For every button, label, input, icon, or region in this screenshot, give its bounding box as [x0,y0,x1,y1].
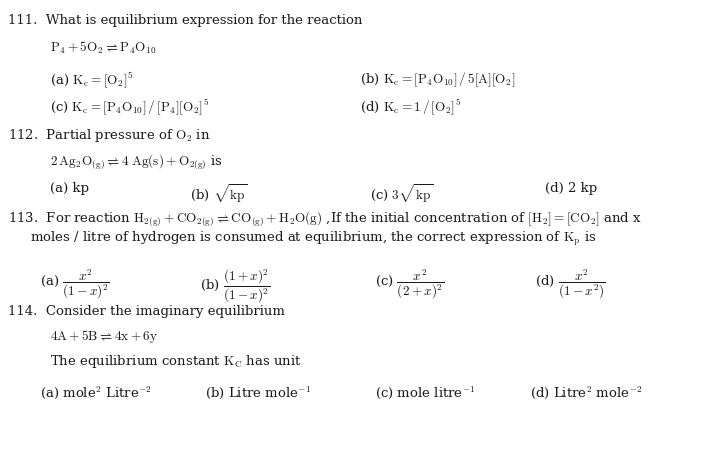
Text: 114.  Consider the imaginary equilibrium: 114. Consider the imaginary equilibrium [8,305,285,318]
Text: $\mathrm{P_4 +5O_2 \rightleftharpoons P_4O_{10}}$: $\mathrm{P_4 +5O_2 \rightleftharpoons P_… [50,40,157,57]
Text: The equilibrium constant $\mathrm{K_C}$ has unit: The equilibrium constant $\mathrm{K_C}$ … [50,353,302,370]
Text: (d) 2 kp: (d) 2 kp [545,182,597,195]
Text: (b) $\dfrac{(1+x)^2}{(1-x)^2}$: (b) $\dfrac{(1+x)^2}{(1-x)^2}$ [200,267,270,304]
Text: $\mathrm{2\,Ag_2O_{(g)} \rightleftharpoons 4\;Ag(s)+O_{2(g)}}$ is: $\mathrm{2\,Ag_2O_{(g)} \rightleftharpoo… [50,153,223,171]
Text: (c) $\dfrac{x^2}{(2+x)^2}$: (c) $\dfrac{x^2}{(2+x)^2}$ [375,267,444,301]
Text: (a) kp: (a) kp [50,182,89,195]
Text: (c) $\mathrm{K_c =[P_4O_{10}]\,/\,[P_4][O_2]^5}$: (c) $\mathrm{K_c =[P_4O_{10}]\,/\,[P_4][… [50,97,209,117]
Text: (c) mole litre$^{-1}$: (c) mole litre$^{-1}$ [375,385,476,401]
Text: moles / litre of hydrogen is consumed at equilibrium, the correct expression of : moles / litre of hydrogen is consumed at… [30,230,596,248]
Text: 113.  For reaction $\mathrm{H_{2(g)}+CO_{2(g)} \rightleftharpoons CO_{(g)}+H_2O(: 113. For reaction $\mathrm{H_{2(g)}+CO_{… [8,210,642,228]
Text: 111.  What is equilibrium expression for the reaction: 111. What is equilibrium expression for … [8,14,362,27]
Text: (b) Litre mole$^{-1}$: (b) Litre mole$^{-1}$ [205,385,311,401]
Text: (b) $\mathrm{\sqrt{kp}}$: (b) $\mathrm{\sqrt{kp}}$ [190,182,248,205]
Text: (a) mole$^2$ Litre$^{-2}$: (a) mole$^2$ Litre$^{-2}$ [40,385,152,401]
Text: 112.  Partial pressure of $\mathrm{O_2}$ in: 112. Partial pressure of $\mathrm{O_2}$ … [8,127,210,144]
Text: (d) $\mathrm{K_c =1\,/\,[O_2]^5}$: (d) $\mathrm{K_c =1\,/\,[O_2]^5}$ [360,97,461,117]
Text: (a) $\mathrm{K_c =[O_2]^5}$: (a) $\mathrm{K_c =[O_2]^5}$ [50,70,134,90]
Text: (a) $\dfrac{x^2}{(1-x)^2}$: (a) $\dfrac{x^2}{(1-x)^2}$ [40,267,110,301]
Text: $\mathrm{4A+5B \rightleftharpoons 4x+6y}$: $\mathrm{4A+5B \rightleftharpoons 4x+6y}… [50,328,158,345]
Text: (b) $\mathrm{K_c =[P_4O_{10}]\,/\,5[A][O_2]}$: (b) $\mathrm{K_c =[P_4O_{10}]\,/\,5[A][O… [360,70,516,88]
Text: (c) $\mathrm{3\sqrt{kp}}$: (c) $\mathrm{3\sqrt{kp}}$ [370,182,433,205]
Text: (d) Litre$^2$ mole$^{-2}$: (d) Litre$^2$ mole$^{-2}$ [530,385,643,401]
Text: (d) $\dfrac{x^2}{(1-x^2)}$: (d) $\dfrac{x^2}{(1-x^2)}$ [535,267,606,301]
